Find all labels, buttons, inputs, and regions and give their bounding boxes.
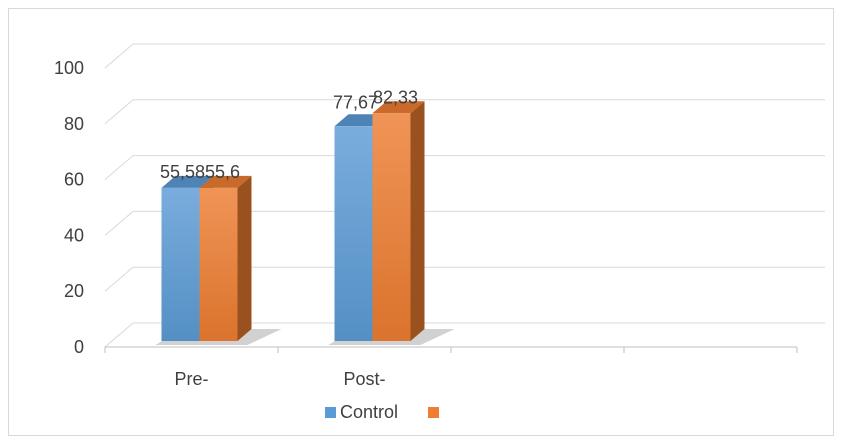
gridline-diag-80 [105,100,133,124]
bar-1-1 [373,113,411,341]
floor-left-edge [105,323,133,347]
y-tick-label-20: 20 [64,281,84,301]
gridline-diag-60 [105,156,133,180]
bar-0-1 [335,126,373,341]
x-category-label-0: Pre- [174,369,208,389]
bar-side-1-0 [238,176,252,341]
data-label-1-0: 55,6 [205,162,240,182]
gridline-diag-100 [105,44,133,68]
legend-swatch-1 [428,407,439,418]
x-category-label-1: Post- [343,369,385,389]
gridline-diag-40 [105,211,133,235]
data-label-0-0: 55,58 [160,162,205,182]
bar-1-0 [200,188,238,341]
y-tick-label-40: 40 [64,225,84,245]
legend-swatch-0 [325,407,336,418]
y-tick-label-80: 80 [64,114,84,134]
data-label-1-1: 82,33 [373,87,418,107]
legend-label-0: Control [340,402,398,422]
y-tick-label-60: 60 [64,170,84,190]
y-tick-label-0: 0 [74,337,84,357]
bar-side-1-1 [411,101,425,341]
gridline-diag-20 [105,267,133,291]
bar-0-0 [162,188,200,341]
y-tick-label-100: 100 [54,58,84,78]
data-label-0-1: 77,67 [333,92,378,112]
